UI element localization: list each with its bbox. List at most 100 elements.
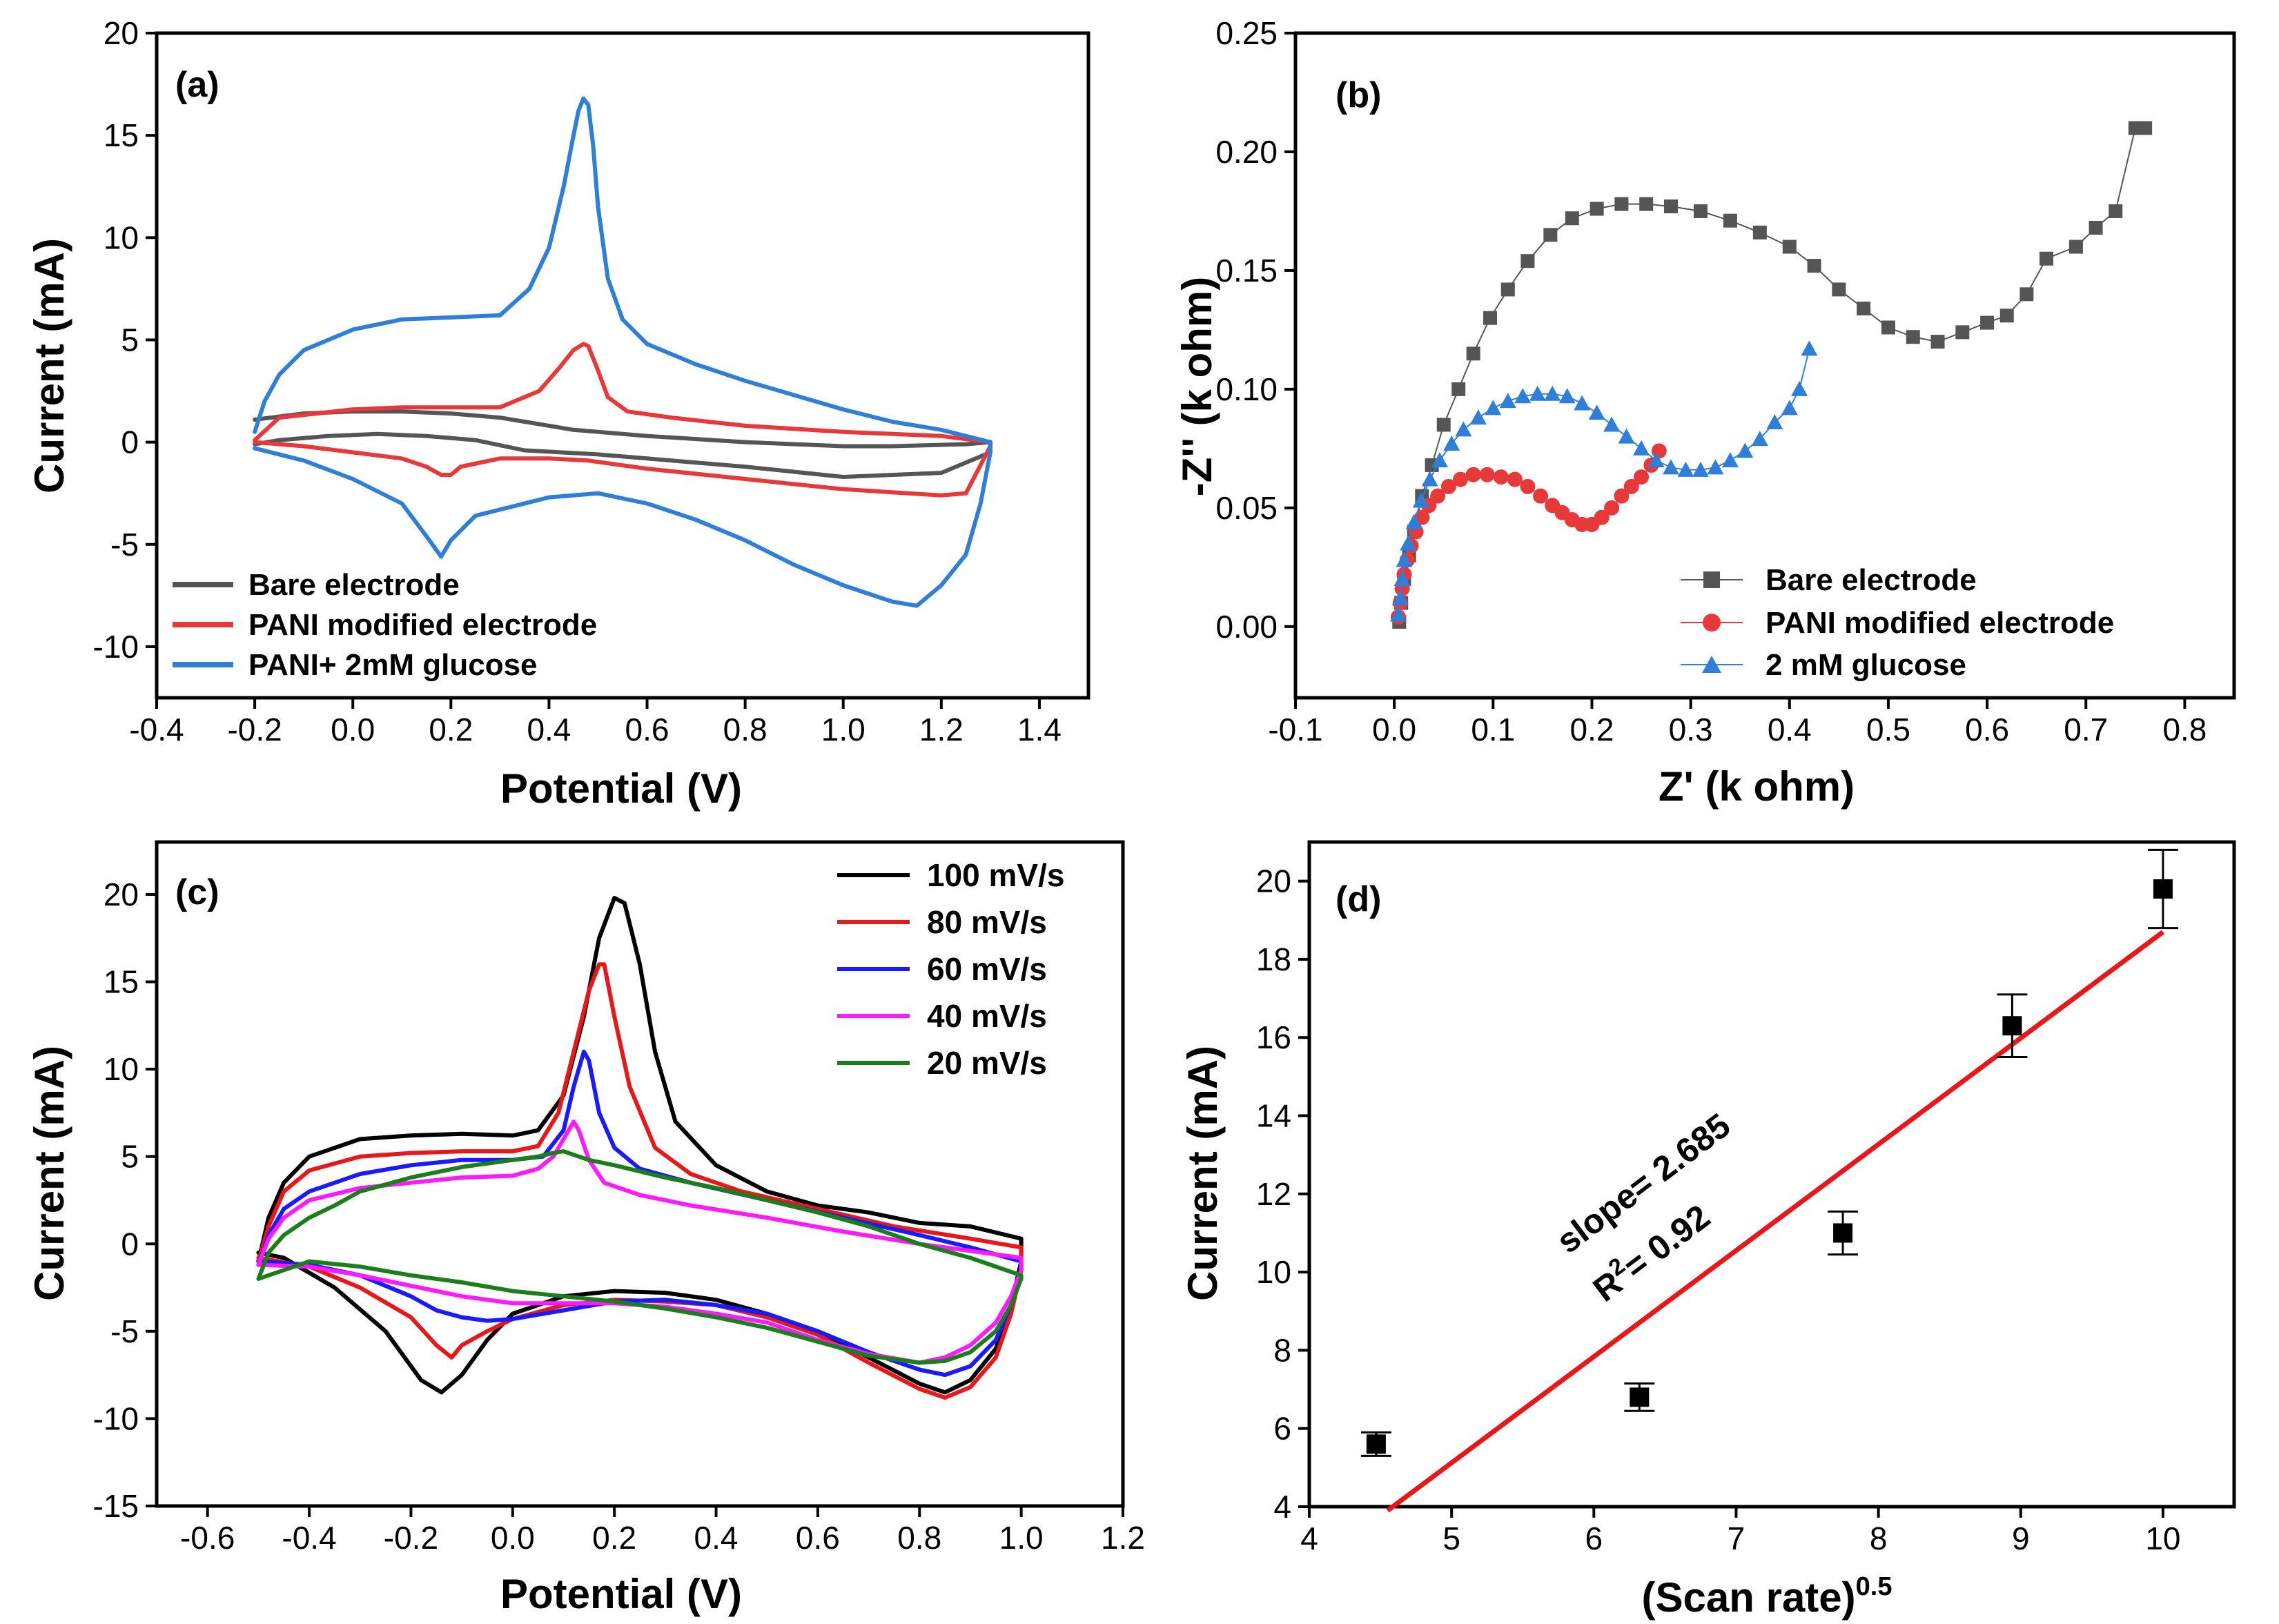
series-2-mm-glucose-point xyxy=(1618,428,1635,444)
panel-c-ylabel: Current (mA) xyxy=(26,1046,72,1301)
series-bare-electrode-point xyxy=(2040,251,2053,266)
series-2-mm-glucose-point xyxy=(1443,435,1460,451)
panel-d-ytick-label: 10 xyxy=(1256,1254,1291,1290)
fit-line xyxy=(1386,930,2165,1513)
series-bare-electrode-point xyxy=(1639,197,1654,211)
legend-a-pani: PANI modified electrode xyxy=(248,608,597,642)
panel-c-ytick-label: 15 xyxy=(104,964,139,1000)
panel-a-xtick-label: 1.0 xyxy=(821,712,865,747)
panel-d-xtick-label: 4 xyxy=(1300,1520,1318,1556)
panel-b-ytick-label: 0.20 xyxy=(1215,134,1278,170)
panel-a-xtick-label: 0.0 xyxy=(331,712,375,747)
series-2-mm-glucose-point xyxy=(1405,513,1422,529)
series-pani-modified-electrode-point xyxy=(1414,509,1430,525)
panel-a-xlabel: Potential (V) xyxy=(500,765,742,812)
series-2-mm-glucose-point xyxy=(1389,606,1407,622)
series-2-mm-glucose-point xyxy=(1721,452,1739,468)
series-2-mm-glucose-point xyxy=(1603,416,1621,432)
panel-c-ytick-label: -15 xyxy=(93,1488,139,1524)
panel-b-xtick-label: 0.6 xyxy=(1965,712,2009,747)
series-2-mm-glucose-point xyxy=(1421,471,1438,487)
series-2-mm-glucose-point xyxy=(1469,409,1487,425)
series-2-mm-glucose-point xyxy=(1455,421,1472,437)
panel-c-ytick-label: 5 xyxy=(121,1139,139,1175)
panel-c-ytick-label: 0 xyxy=(121,1226,139,1262)
panel-a-ytick-label: 10 xyxy=(104,219,139,255)
series-2-mm-glucose-point xyxy=(1647,452,1665,468)
panel-c-ticks: -0.6 -0.4 -0.2 0.0 0.2 0.4 0.6 0.8 1.0 1.2 -15 -10 -… xyxy=(93,877,1145,1556)
series-2-mm-glucose-point xyxy=(1677,461,1694,477)
panel-c-legend: 100 mV/s 80 mV/s 60 mV/s 40 mV/s 20 mV/s xyxy=(837,857,1064,1081)
panel-d-ytick-label: 6 xyxy=(1273,1411,1291,1447)
panel-a-ytick-label: 5 xyxy=(121,322,139,358)
panel-a-series xyxy=(253,96,992,608)
panel-b-xtick-label: 0.3 xyxy=(1669,712,1713,747)
series-2-mm-glucose-point xyxy=(1588,404,1605,420)
series-pani-modified-electrode-point xyxy=(1634,469,1650,485)
panel-c-xtick-label: 0.0 xyxy=(491,1520,535,1556)
series-pani-modified-electrode-point xyxy=(1507,471,1523,487)
panel-a-xtick-label: 1.2 xyxy=(919,712,964,747)
panel-d-xlabel-sup: 0.5 xyxy=(1856,1572,1892,1601)
data-point xyxy=(1366,1434,1386,1454)
series-2-mm-glucose-point xyxy=(1396,551,1413,567)
panel-c-xtick-label: 0.2 xyxy=(592,1520,636,1556)
panel-b-xtick-label: 0.1 xyxy=(1471,712,1515,747)
series-pani-modified-electrode-point xyxy=(1623,478,1639,494)
series-bare-electrode-point xyxy=(1752,225,1767,239)
data-point xyxy=(2002,1016,2022,1036)
panel-c-xtick-label: 0.8 xyxy=(897,1520,941,1556)
panel-d-ytick-label: 12 xyxy=(1256,1176,1291,1212)
panel-b-series xyxy=(1389,121,2153,629)
panel-b-ytick-label: 0.00 xyxy=(1215,609,1278,645)
series-pani-modified-electrode-point xyxy=(1453,471,1469,487)
panel-d-frame xyxy=(1307,840,2236,1509)
panel-c: -0.6 -0.4 -0.2 0.0 0.2 0.4 0.6 0.8 1.0 1.2 -15 -10 -… xyxy=(26,840,1145,1617)
panel-d-xtick-label: 6 xyxy=(1585,1520,1603,1556)
series-2-mm-glucose-point xyxy=(1393,571,1411,587)
panel-b-xtick-label: -0.1 xyxy=(1268,712,1322,747)
panel-a-ytick-label: 20 xyxy=(104,15,139,51)
data-point xyxy=(1833,1223,1853,1243)
panel-b-legend: Bare electrode PANI modified electrode 2… xyxy=(1681,563,2114,682)
data-point xyxy=(1630,1387,1650,1407)
legend-b-marker-glucose xyxy=(1702,656,1721,673)
series-bare-electrode-point xyxy=(1807,259,1821,273)
series-bare-electrode-point xyxy=(1832,282,1846,297)
panel-a-ylabel: Current (mA) xyxy=(26,238,72,493)
legend-a-glucose: PANI+ 2mM glucose xyxy=(248,648,538,682)
series-pani-modified-electrode-point xyxy=(1594,509,1610,525)
panel-b-xtick-label: 0.7 xyxy=(2064,712,2108,747)
series-bare-electrode-point xyxy=(1614,197,1629,211)
panel-a-ytick-label: -5 xyxy=(110,527,139,562)
panel-d-ticks: 4 5 6 7 8 9 10 4 6 8 10 12 14 16 18 20 xyxy=(1256,863,2181,1556)
series-2-mm-glucose-point xyxy=(1391,589,1409,605)
series-pani-2mm-glucose-line xyxy=(253,96,992,608)
panel-c-ytick-label: 10 xyxy=(104,1051,139,1087)
panel-c-frame xyxy=(155,840,1125,1508)
legend-b-bare: Bare electrode xyxy=(1766,563,1977,597)
legend-b-marker-bare xyxy=(1703,571,1720,588)
panel-c-series xyxy=(256,896,1024,1400)
panel-b-ytick-label: 0.10 xyxy=(1215,371,1278,407)
panel-d-label: (d) xyxy=(1336,879,1381,919)
panel-c-xtick-label: -0.2 xyxy=(384,1520,438,1556)
panel-d-ytick-label: 18 xyxy=(1256,941,1291,977)
panel-d-xlabel-main: (Scan rate) xyxy=(1642,1574,1856,1621)
series-2-mm-glucose-point xyxy=(1791,380,1808,396)
series-2-mm-glucose-point xyxy=(1412,492,1429,508)
panel-b-xlabel: Z' (k ohm) xyxy=(1659,763,1855,810)
panel-a-xtick-label: 0.2 xyxy=(429,712,473,747)
panel-b-ytick-label: 0.25 xyxy=(1215,15,1278,51)
panel-c-ytick-label: -5 xyxy=(110,1313,139,1349)
legend-c-60: 60 mV/s xyxy=(927,951,1047,987)
series-2-mm-glucose-point xyxy=(1400,535,1417,551)
series-pani-modified-electrode-point xyxy=(1440,478,1456,494)
series-bare-electrode-point xyxy=(1857,301,1871,315)
series-pani-modified-electrode-point xyxy=(1533,488,1549,504)
series-2-mm-glucose-point xyxy=(1633,440,1650,456)
panel-a-xtick-label: 0.8 xyxy=(723,712,767,747)
series-pani-modified-electrode-line xyxy=(253,342,992,498)
series-bare-electrode-point xyxy=(1436,418,1451,432)
